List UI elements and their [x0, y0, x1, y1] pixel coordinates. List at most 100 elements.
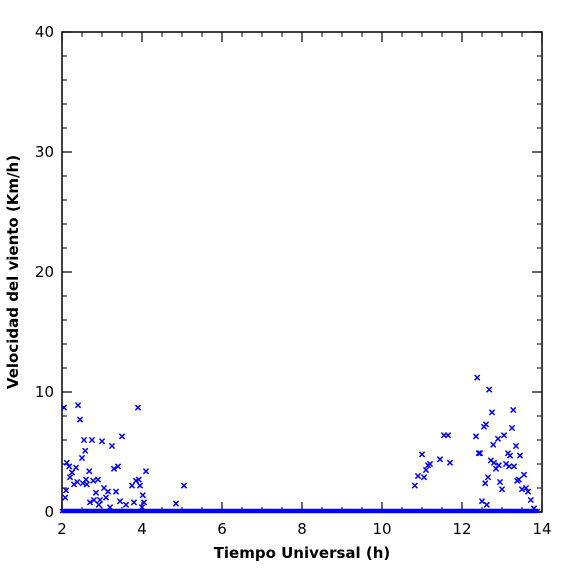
data-point — [139, 492, 146, 499]
x-tick-label: 10 — [372, 520, 391, 538]
data-point — [482, 480, 489, 487]
data-point — [516, 452, 524, 459]
data-point — [496, 478, 504, 486]
data-point — [498, 486, 506, 493]
data-point — [494, 435, 502, 442]
data-point — [520, 471, 528, 478]
data-point — [510, 406, 517, 414]
data-point — [114, 463, 122, 470]
data-points — [60, 374, 538, 512]
data-point — [102, 494, 110, 501]
data-point — [420, 474, 428, 481]
data-point — [142, 468, 150, 475]
data-point — [66, 474, 74, 481]
data-point — [76, 416, 84, 423]
y-tick-label: 40 — [35, 23, 54, 41]
data-point — [68, 469, 76, 476]
data-point — [110, 465, 118, 472]
data-point — [108, 442, 116, 450]
data-point — [478, 498, 486, 505]
data-point — [411, 482, 418, 489]
data-point — [484, 474, 492, 481]
zero-baseline-points — [59, 508, 541, 514]
data-point — [486, 386, 493, 393]
data-point — [527, 496, 534, 504]
data-point — [512, 442, 520, 450]
data-point — [472, 433, 480, 440]
data-point — [90, 496, 98, 504]
x-tick-label: 12 — [452, 520, 471, 538]
data-point — [482, 421, 490, 428]
x-tick-labels: 2 4 6 8 10 12 14 — [57, 520, 551, 538]
data-point — [490, 441, 497, 448]
x-tick-label: 2 — [57, 520, 67, 538]
y-tick-labels: 0 10 20 30 40 — [35, 23, 54, 521]
data-point — [515, 476, 522, 483]
data-point — [122, 501, 130, 508]
data-point — [62, 487, 70, 494]
data-point — [74, 478, 81, 486]
data-point — [95, 501, 102, 508]
data-point — [524, 488, 532, 495]
data-point — [444, 432, 452, 439]
data-point — [130, 499, 138, 506]
data-point — [476, 450, 484, 457]
data-point — [82, 476, 90, 483]
data-point — [446, 459, 454, 466]
y-tick-label: 20 — [35, 263, 54, 281]
data-point — [483, 501, 490, 508]
data-point — [500, 432, 508, 439]
data-point — [510, 463, 518, 470]
data-point — [506, 463, 513, 470]
data-point — [134, 404, 142, 411]
data-point — [506, 452, 514, 459]
y-tick-label: 30 — [35, 143, 54, 161]
data-point — [495, 462, 502, 469]
data-point — [98, 438, 106, 445]
data-point — [112, 488, 120, 495]
data-point — [83, 481, 90, 488]
y-axis-title: Velocidad del viento (Km/h) — [4, 155, 22, 389]
data-point — [78, 454, 86, 462]
plot-frame — [61, 31, 543, 513]
data-point — [508, 424, 516, 432]
data-point — [92, 489, 100, 496]
data-point — [436, 456, 444, 463]
data-point — [116, 498, 124, 505]
data-point — [135, 476, 142, 483]
data-point — [90, 477, 97, 484]
x-axis-title: Tiempo Universal (h) — [214, 544, 391, 562]
data-point — [94, 476, 102, 483]
x-tick-label: 14 — [532, 520, 551, 538]
data-point — [172, 500, 180, 507]
axes — [61, 31, 543, 513]
data-point — [475, 450, 482, 457]
data-point — [522, 484, 530, 492]
data-point — [418, 451, 426, 458]
data-point — [80, 436, 88, 444]
data-point — [88, 436, 96, 444]
data-point — [72, 464, 80, 471]
x-tick-label: 4 — [137, 520, 147, 538]
data-point — [86, 499, 94, 506]
data-point — [422, 466, 430, 474]
data-point — [104, 488, 112, 495]
data-point — [118, 433, 126, 440]
data-point — [474, 374, 481, 381]
data-point — [490, 459, 498, 466]
data-point-zero — [535, 508, 541, 514]
axis-ticks — [61, 31, 543, 513]
data-point — [86, 468, 93, 475]
data-point — [488, 409, 496, 416]
data-point — [82, 447, 89, 454]
data-point — [136, 482, 144, 489]
data-point — [74, 402, 82, 409]
y-tick-label: 10 — [35, 383, 54, 401]
data-point — [60, 404, 68, 411]
data-point — [180, 482, 188, 489]
data-point — [96, 496, 104, 504]
data-point — [414, 472, 422, 480]
x-tick-label: 8 — [297, 520, 307, 538]
data-point — [66, 463, 73, 470]
